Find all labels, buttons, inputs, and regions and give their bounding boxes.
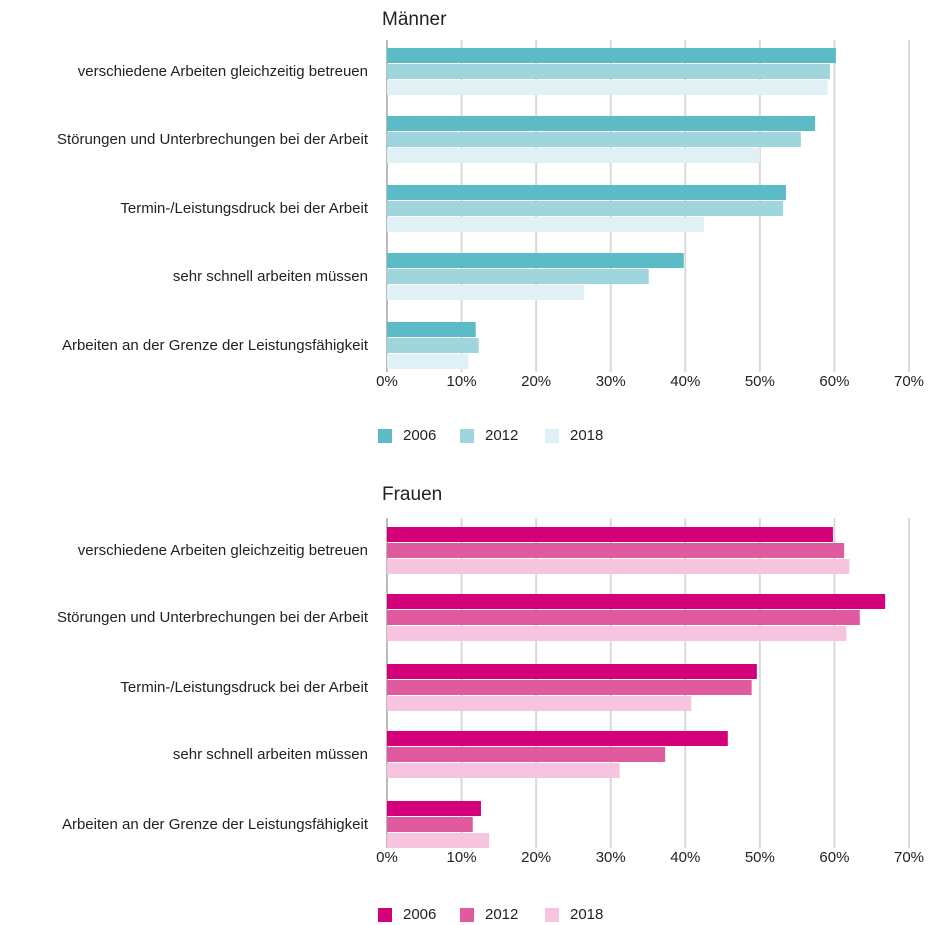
legend-swatch [378, 429, 392, 443]
legend-swatch [460, 908, 474, 922]
bar [387, 747, 666, 762]
x-tick-label: 20% [521, 373, 551, 390]
legend-label: 2012 [485, 906, 518, 923]
chart-title: Frauen [382, 484, 442, 505]
category-label: verschiedene Arbeiten gleichzeitig betre… [78, 542, 368, 559]
bar [387, 527, 833, 542]
chart-title: Männer [382, 9, 447, 30]
x-tick-label: 10% [447, 373, 477, 390]
bar [387, 626, 847, 641]
bar [387, 285, 584, 300]
legend-swatch [545, 908, 559, 922]
x-tick-label: 40% [670, 373, 700, 390]
bar [387, 610, 860, 625]
bar [387, 817, 473, 832]
x-tick-label: 60% [819, 373, 849, 390]
category-label: Termin-/Leistungsdruck bei der Arbeit [120, 200, 368, 217]
x-tick-label: 0% [376, 849, 398, 866]
x-tick-label: 10% [447, 849, 477, 866]
category-label: sehr schnell arbeiten müssen [173, 746, 368, 763]
legend-label: 2012 [485, 427, 518, 444]
bar [387, 322, 476, 337]
legend-label: 2018 [570, 906, 603, 923]
x-tick-label: 30% [596, 373, 626, 390]
bar [387, 833, 490, 848]
legend-swatch [460, 429, 474, 443]
bar [387, 116, 816, 131]
category-label: sehr schnell arbeiten müssen [173, 268, 368, 285]
legend-label: 2006 [403, 906, 436, 923]
bar [387, 217, 704, 232]
bar [387, 559, 850, 574]
x-tick-label: 20% [521, 849, 551, 866]
bar [387, 148, 760, 163]
x-tick-label: 70% [894, 373, 924, 390]
bar [387, 48, 836, 63]
category-label: verschiedene Arbeiten gleichzeitig betre… [78, 63, 368, 80]
bar [387, 696, 692, 711]
x-tick-label: 30% [596, 849, 626, 866]
category-label: Termin-/Leistungsdruck bei der Arbeit [120, 679, 368, 696]
x-tick-label: 40% [670, 849, 700, 866]
bar [387, 64, 830, 79]
x-tick-label: 0% [376, 373, 398, 390]
bar [387, 594, 886, 609]
legend-label: 2018 [570, 427, 603, 444]
legend-label: 2006 [403, 427, 436, 444]
bar [387, 201, 783, 216]
bar [387, 354, 469, 369]
bar [387, 731, 728, 746]
x-tick-label: 50% [745, 849, 775, 866]
bar [387, 132, 801, 147]
category-label: Arbeiten an der Grenze der Leistungsfähi… [62, 337, 369, 354]
x-tick-label: 70% [894, 849, 924, 866]
bar [387, 680, 752, 695]
bar [387, 801, 481, 816]
x-tick-label: 60% [819, 849, 849, 866]
x-tick-label: 50% [745, 373, 775, 390]
legend-swatch [545, 429, 559, 443]
category-label: Störungen und Unterbrechungen bei der Ar… [57, 609, 369, 626]
bar [387, 269, 649, 284]
category-label: Störungen und Unterbrechungen bei der Ar… [57, 131, 369, 148]
bar [387, 185, 786, 200]
category-label: Arbeiten an der Grenze der Leistungsfähi… [62, 816, 369, 833]
bar [387, 543, 845, 558]
bar [387, 253, 684, 268]
bar [387, 664, 757, 679]
bar [387, 80, 828, 95]
bar [387, 338, 479, 353]
legend-swatch [378, 908, 392, 922]
bar [387, 763, 620, 778]
